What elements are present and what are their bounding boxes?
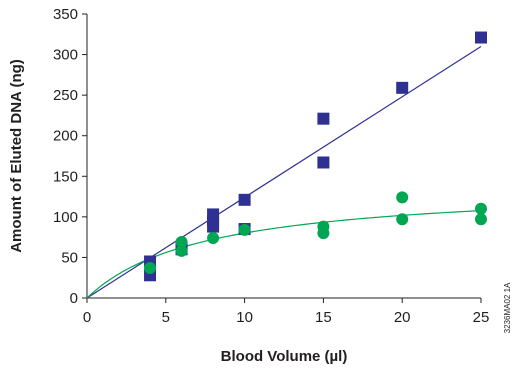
x-tick-label: 15: [315, 309, 332, 326]
y-tick-label: 200: [53, 128, 78, 145]
data-point-square: [475, 31, 487, 44]
y-tick-label: 150: [53, 168, 78, 185]
data-point-circle: [207, 231, 220, 244]
data-point-circle: [475, 202, 487, 215]
y-tick-label: 250: [53, 87, 78, 104]
y-tick-label: 0: [70, 290, 78, 307]
y-tick-label: 350: [53, 6, 78, 23]
data-point-circle: [396, 191, 409, 204]
data-markers: [144, 31, 487, 282]
x-tick-label: 20: [394, 309, 411, 326]
y-tick-label: 300: [53, 47, 78, 64]
fit-curve-2: [86, 210, 482, 299]
data-point-square: [317, 156, 330, 169]
data-point-square: [317, 112, 330, 125]
data-point-circle: [175, 236, 188, 249]
figure-code-note: 3236MA02 1A: [503, 282, 512, 333]
data-point-square: [238, 193, 251, 206]
x-ticks: 0 5 10 15 20 25: [83, 298, 490, 326]
plot-area: 0 50 100 150 200 250 300 350 0 5 10 15 20 25: [53, 6, 489, 326]
x-tick-label: 5: [162, 309, 170, 326]
x-tick-label: 25: [473, 309, 490, 326]
data-point-square: [396, 81, 409, 94]
data-point-circle: [317, 220, 330, 233]
y-axis-title: Amount of Eluted DNA (ng): [8, 59, 25, 253]
data-point-circle: [396, 213, 409, 226]
data-point-square: [207, 208, 220, 221]
y-ticks: 0 50 100 150 200 250 300 350: [53, 6, 87, 307]
data-point-circle: [238, 223, 251, 236]
x-axis-title: Blood Volume (µl): [221, 348, 348, 365]
y-tick-label: 100: [53, 209, 78, 226]
y-tick-label: 50: [61, 249, 78, 266]
x-tick-label: 10: [236, 309, 253, 326]
x-tick-label: 0: [83, 309, 91, 326]
data-point-circle: [175, 244, 188, 257]
data-point-circle: [475, 213, 487, 226]
data-point-circle: [144, 261, 157, 274]
